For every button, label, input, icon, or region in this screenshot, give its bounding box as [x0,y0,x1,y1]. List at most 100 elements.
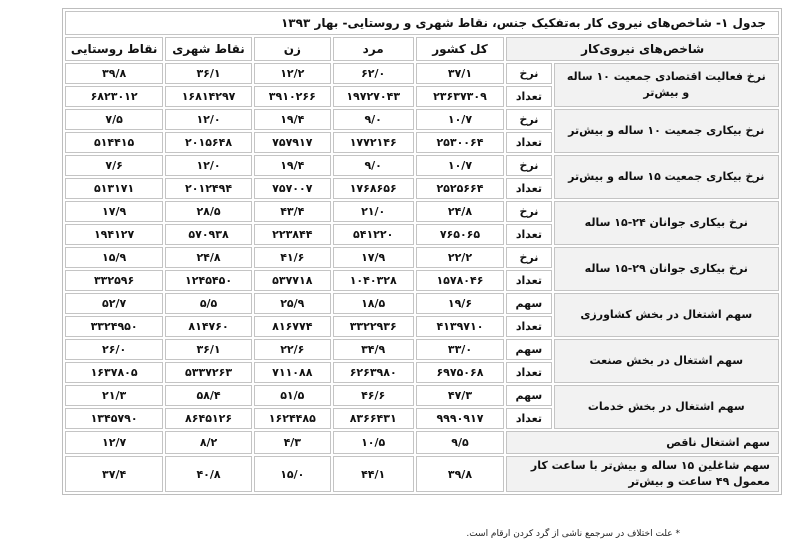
row-sublabel: نرخ [506,247,552,268]
table-cell: ۵۸/۴ [165,385,252,406]
table-row: سهم شاغلین ۱۵ ساله و بیش‌تر با ساعت کار … [65,456,779,492]
table-cell: ۱۷۷۲۱۴۶ [332,132,414,153]
table-cell: ۲۱/۰ [332,201,414,222]
table-cell: ۹۹۹۰۹۱۷ [415,408,505,429]
table-cell: ۵۷۰۹۳۸ [165,224,252,245]
table-cell: ۱۲/۲ [253,63,331,84]
header-women: زن [253,37,331,61]
row-sublabel: نرخ [506,109,552,130]
table-row: نرخ بیکاری جمعیت ۱۵ ساله و بیش‌تر نرخ ۱۰/۷… [65,155,779,199]
table-cell: ۱۳۴۵۷۹۰ [65,408,164,429]
table-row: نرخ بیکاری جوانان ۲۹-۱۵ ساله نرخ ۲۲/۲ ۱۷/۹ ۴… [65,247,779,291]
table-cell: ۱۲/۰ [165,155,252,176]
table-cell: ۱۷/۹ [65,201,164,222]
row-group-label: سهم اشتغال در بخش کشاورزی [553,293,779,337]
row-sublabel: سهم [506,385,552,406]
table-row: تعداد ۲۵۲۵۶۶۴ ۱۷۶۸۶۵۶ ۷۵۷۰۰۷ ۲۰۱۲۴۹۴ ۵۱۳۱۷۱ [65,178,779,199]
table-cell: ۸۳۶۶۴۳۱ [332,408,414,429]
table-row: تعداد ۴۱۳۹۷۱۰ ۳۳۲۲۹۳۶ ۸۱۶۷۷۴ ۸۱۴۷۶۰ ۳۳۲۴۹۵۰ [65,316,779,337]
row-sublabel: تعداد [506,178,552,199]
table-cell: ۵۱۳۱۷۱ [65,178,164,199]
row-sublabel: نرخ [506,63,552,84]
table-cell: ۱۲/۰ [165,109,252,130]
table-cell: ۲۰۱۵۶۴۸ [165,132,252,153]
table-cell: ۷۵۷۹۱۷ [253,132,331,153]
table-cell: ۳۷/۴ [65,456,164,492]
row-group-label: نرخ بیکاری جمعیت ۱۰ ساله و بیش‌تر [553,109,779,153]
header-rural: نقاط روستایی [65,37,164,61]
table-cell: ۳۷/۱ [415,63,505,84]
table-cell: ۳۳۲۴۹۵۰ [65,316,164,337]
table-cell: ۹/۵ [415,431,505,454]
table-cell: ۳۳/۰ [415,339,505,360]
row-sublabel: تعداد [506,316,552,337]
table-cell: ۱۹۷۲۷۰۴۳ [332,86,414,107]
table-row: تعداد ۹۹۹۰۹۱۷ ۸۳۶۶۴۳۱ ۱۶۲۴۴۸۵ ۸۶۴۵۱۲۶ ۱۳۴۵۷۹۰ [65,408,779,429]
table-cell: ۶۲/۰ [332,63,414,84]
table-cell: ۴۱/۶ [253,247,331,268]
table-row: سهم اشتغال در بخش صنعت سهم ۳۳/۰ ۳۴/۹ ۲۲/۶ ۳۶/… [65,339,779,383]
header-men: مرد [332,37,414,61]
table-cell: ۱۸/۵ [332,293,414,314]
table-cell: ۳۹۱۰۲۶۶ [253,86,331,107]
row-sublabel: تعداد [506,224,552,245]
table-cell: ۳۶/۱ [165,339,252,360]
row-sublabel: تعداد [506,408,552,429]
table-cell: ۴۶/۶ [332,385,414,406]
table-cell: ۲۵۳۰۰۶۴ [415,132,505,153]
table-cell: ۱۵/۹ [65,247,164,268]
table-cell: ۱۰/۵ [332,431,414,454]
row-group-label: سهم اشتغال در بخش خدمات [553,385,779,429]
table-cell: ۱۵/۰ [253,456,331,492]
table-row: نرخ بیکاری جمعیت ۱۰ ساله و بیش‌تر نرخ ۱۰/۷… [65,109,779,153]
row-sublabel: نرخ [506,201,552,222]
header-total: کل کشور [415,37,505,61]
table-cell: ۲۳۶۳۷۳۰۹ [415,86,505,107]
table-cell: ۱۹۴۱۲۷ [65,224,164,245]
table-cell: ۱۰/۷ [415,109,505,130]
table-cell: ۱۶۳۷۸۰۵ [65,362,164,383]
table-cell: ۷/۶ [65,155,164,176]
table-cell: ۳۴/۹ [332,339,414,360]
table-cell: ۱۶۸۱۴۲۹۷ [165,86,252,107]
table-cell: ۲۰۱۲۴۹۴ [165,178,252,199]
table-cell: ۲۱/۳ [65,385,164,406]
table-cell: ۱۹/۶ [415,293,505,314]
table-cell: ۵/۵ [165,293,252,314]
table-cell: ۲۵۲۵۶۶۴ [415,178,505,199]
table-cell: ۱۲/۷ [65,431,164,454]
table-cell: ۲۶/۰ [65,339,164,360]
row-sublabel: تعداد [506,86,552,107]
header-indicator: شاخص‌های نیروی‌کار [506,37,779,61]
row-group-label: نرخ بیکاری جوانان ۲۴-۱۵ ساله [553,201,779,245]
title-row: جدول ۱- شاخص‌های نیروی کار به‌تفکیک جنس،… [65,11,779,35]
table-cell: ۱۹/۴ [253,155,331,176]
table-cell: ۷۵۷۰۰۷ [253,178,331,199]
table-cell: ۲۲/۶ [253,339,331,360]
table-cell: ۲۵/۹ [253,293,331,314]
table-row: تعداد ۱۵۷۸۰۴۶ ۱۰۴۰۳۲۸ ۵۳۷۷۱۸ ۱۲۴۵۴۵۰ ۳۳۲۵۹۶ [65,270,779,291]
table-cell: ۵۲/۷ [65,293,164,314]
row-group-label: سهم اشتغال در بخش صنعت [553,339,779,383]
table-cell: ۱۷۶۸۶۵۶ [332,178,414,199]
table-title: جدول ۱- شاخص‌های نیروی کار به‌تفکیک جنس،… [65,11,779,35]
row-sublabel: تعداد [506,362,552,383]
table-cell: ۲۴/۸ [415,201,505,222]
table-row: سهم اشتغال در بخش خدمات سهم ۴۷/۳ ۴۶/۶ ۵۱/۵ ۵۸… [65,385,779,429]
table-row: تعداد ۷۶۵۰۶۵ ۵۴۱۲۲۰ ۲۲۳۸۴۴ ۵۷۰۹۳۸ ۱۹۴۱۲۷ [65,224,779,245]
labor-force-table: جدول ۱- شاخص‌های نیروی کار به‌تفکیک جنس،… [62,8,782,495]
row-group-label: نرخ بیکاری جوانان ۲۹-۱۵ ساله [553,247,779,291]
table-cell: ۲۲۳۸۴۴ [253,224,331,245]
table-cell: ۵۴۱۲۲۰ [332,224,414,245]
table-cell: ۴۷/۳ [415,385,505,406]
table-cell: ۱۹/۴ [253,109,331,130]
footnote: * علت اختلاف در سرجمع ناشی از گرد کردن ا… [466,529,680,539]
row-label: سهم اشتغال ناقص [506,431,779,454]
table-cell: ۴۴/۱ [332,456,414,492]
table-cell: ۳۹/۸ [415,456,505,492]
table-cell: ۱۵۷۸۰۴۶ [415,270,505,291]
table-row: تعداد ۶۹۷۵۰۶۸ ۶۲۶۳۹۸۰ ۷۱۱۰۸۸ ۵۳۳۷۲۶۳ ۱۶۳۷۸۰۵ [65,362,779,383]
table-row: تعداد ۲۵۳۰۰۶۴ ۱۷۷۲۱۴۶ ۷۵۷۹۱۷ ۲۰۱۵۶۴۸ ۵۱۴۴۱۵ [65,132,779,153]
table-cell: ۶۹۷۵۰۶۸ [415,362,505,383]
table-row: نرخ بیکاری جوانان ۲۴-۱۵ ساله نرخ ۲۴/۸ ۲۱/۰ ۴… [65,201,779,245]
